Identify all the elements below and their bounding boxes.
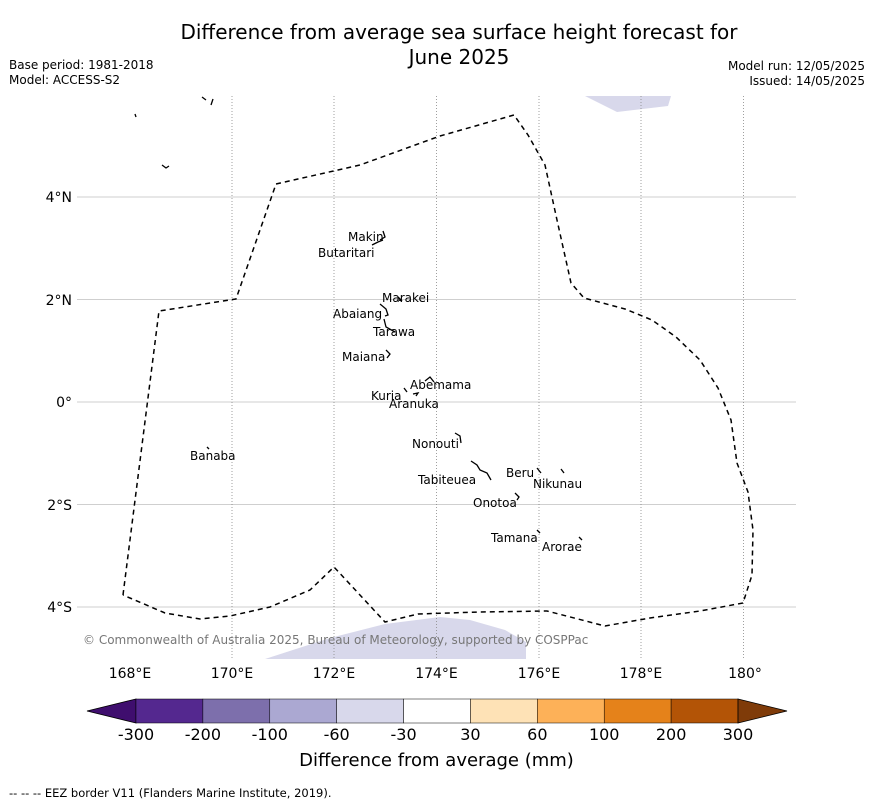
colorbar-segment [135,698,204,724]
island-outlines [134,96,583,541]
colorbar [86,698,788,724]
island-label-banaba: Banaba [190,449,236,463]
lon-tick-168e: 168°E [109,666,152,682]
lon-tick-170e: 170°E [211,666,254,682]
island-label-tarawa: Tarawa [372,325,415,339]
butaritari-outline [371,239,384,246]
beru-outline [536,467,542,474]
copyright-text: © Commonwealth of Australia 2025, Bureau… [83,633,588,647]
island-label-nikunau: Nikunau [533,477,582,491]
title-line-1: Difference from average sea surface heig… [180,20,738,44]
island-label-tabiteuea: Tabiteuea [417,473,476,487]
lat-tick-4n: 4°N [46,190,72,206]
lat-tick-2s: 2°S [47,498,72,514]
nw-islet-outline-2 [210,98,214,106]
island-label-marakei: Marakei [382,291,429,305]
banaba-outline [206,446,210,450]
island-label-makin: Makin [348,230,384,244]
island-label-aranuka: Aranuka [389,397,439,411]
colorbar-tick-label: -300 [118,725,154,744]
makin-outline [379,230,386,241]
colorbar-segment [202,698,271,724]
abaiang-outline [379,303,389,317]
island-label-beru: Beru [506,466,534,480]
nonouti-outline [454,432,462,444]
island-label-abaiang: Abaiang [333,307,382,321]
arorae-outline [578,536,583,541]
colorbar-tick-label: -100 [252,725,288,744]
aranuka-outline [412,392,420,397]
marakei-outline [397,296,403,302]
colorbar-tick-label: 30 [460,725,480,744]
map-title: Difference from average sea surface heig… [0,20,873,70]
title-line-2: June 2025 [408,45,510,69]
colorbar-extend-low [86,698,137,724]
onotoa-outline [514,492,520,501]
island-label-butaritari: Butaritari [318,246,375,260]
model-run-label: Model run: 12/05/2025 [727,59,865,73]
island-label-onotoa: Onotoa [473,496,517,510]
tarawa-outline [383,318,396,333]
lat-tick-0: 0° [56,395,72,411]
anomaly-area-south [265,617,526,659]
nw-islet-outline-3 [134,113,137,118]
meta-right: Model run: 12/05/2025 Issued: 14/05/2025 [728,59,865,89]
colorbar-segment [470,698,538,724]
island-label-kuria: Kuria [371,389,402,403]
colorbar-tick-label: -30 [390,725,416,744]
colorbar-tick-label: 300 [723,725,754,744]
island-label-nonouti: Nonouti [412,437,459,451]
issued-label: Issued: 14/05/2025 [749,74,865,88]
colorbar-tick-label: -60 [324,725,350,744]
nw-islet-outline-4 [161,164,170,169]
island-label-maiana: Maiana [342,350,385,364]
lon-tick-172e: 172°E [313,666,356,682]
colorbar-segment [670,698,739,724]
nw-islet-outline-1 [201,96,207,101]
model-label: Model: ACCESS-S2 [9,73,121,87]
colorbar-segment [603,698,672,724]
colorbar-segment [537,698,605,724]
tabiteuea-outline [470,460,492,481]
lon-tick-176e: 176°E [518,666,561,682]
maiana-outline [385,349,391,359]
eez-border [122,114,754,627]
lat-tick-2n: 2°N [46,293,72,309]
anomaly-area-northeast [585,96,671,112]
colorbar-ticks: -300 -200 -100 -60 -30 30 60 100 200 300 [118,725,753,744]
colorbar-segment [269,698,337,724]
base-period-label: Base period: 1981-2018 [9,58,154,72]
colorbar-tick-label: -200 [185,725,221,744]
colorbar-segment [403,698,471,724]
lon-gridlines [231,96,744,659]
lon-tick-178e: 178°E [620,666,663,682]
island-label-abemama: Abemama [410,378,471,392]
kuria-outline [403,387,408,393]
lon-tick-174e: 174°E [415,666,458,682]
island-label-arorae: Arorae [542,540,582,554]
colorbar-extend-high [737,698,788,724]
lat-tick-4s: 4°S [47,600,72,616]
abemama-outline [424,376,435,383]
nikunau-outline [560,468,565,474]
tamana-outline [536,529,541,534]
colorbar-segment [336,698,404,724]
colorbar-tick-label: 60 [527,725,547,744]
eez-footnote: -- -- -- EEZ border V11 (Flanders Marine… [9,786,332,800]
meta-left: Base period: 1981-2018 Model: ACCESS-S2 [9,58,154,88]
island-label-tamana: Tamana [490,531,538,545]
colorbar-tick-label: 100 [589,725,620,744]
colorbar-label: Difference from average (mm) [299,750,574,771]
colorbar-tick-label: 200 [656,725,687,744]
lon-tick-180: 180° [728,666,762,682]
